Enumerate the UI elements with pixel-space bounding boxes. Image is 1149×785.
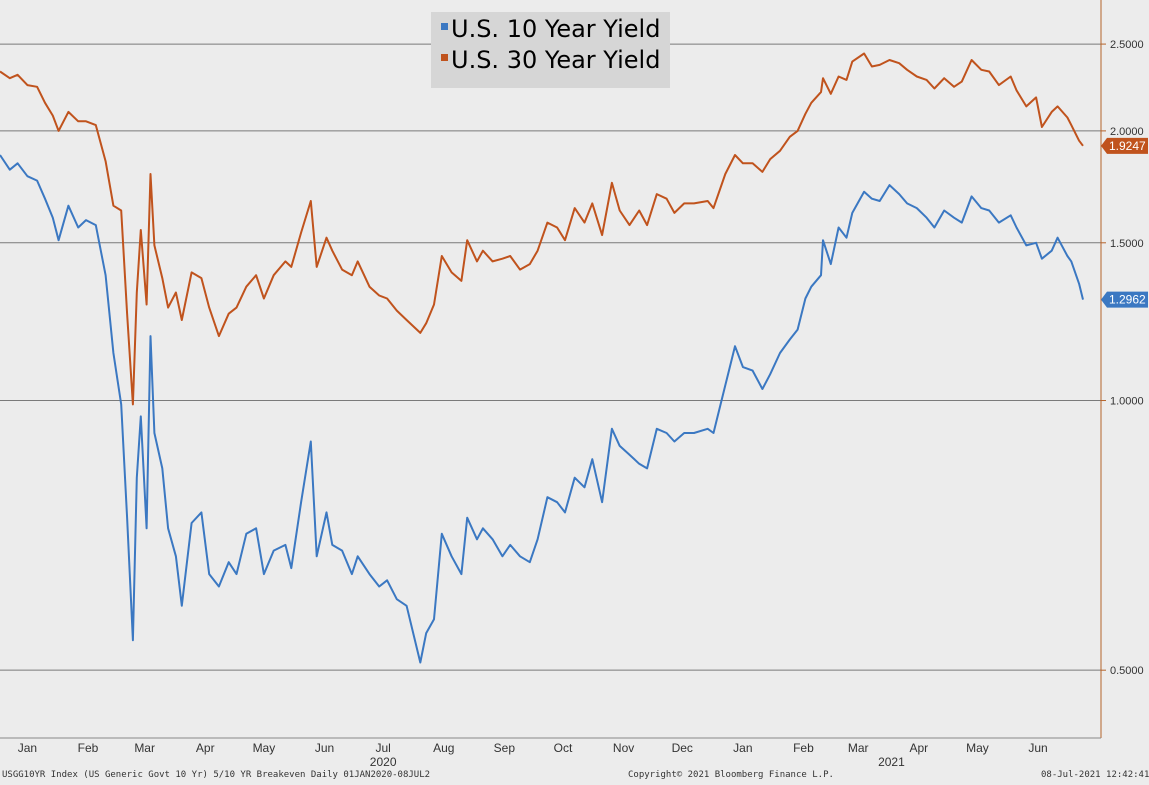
last-value-box [1101, 291, 1148, 308]
last-value-tag-30y: 1.9247 [1101, 137, 1148, 154]
footer-source: USGG10YR Index (US Generic Govt 10 Yr) 5… [2, 770, 431, 780]
y-tick-label: 0.5000 [1110, 665, 1144, 677]
y-tick-label: 2.0000 [1110, 126, 1144, 138]
x-tick-label: Mar [134, 741, 155, 755]
footer-copyright: Copyright© 2021 Bloomberg Finance L.P. [628, 770, 834, 780]
x-tick-label: Jan [18, 741, 37, 755]
last-value-text: 1.9247 [1109, 139, 1146, 153]
x-tick-label: Feb [78, 741, 99, 755]
x-tick-label: May [253, 741, 276, 755]
x-axis-ticks: Jan Feb Mar Apr May Jun Jul Aug Sep Oct Nov Dec Jan F… [18, 741, 1048, 769]
x-tick-label: Dec [672, 741, 693, 755]
x-tick-label: May [966, 741, 989, 755]
x-tick-label: Jun [1028, 741, 1047, 755]
x-tick-label: Apr [909, 741, 928, 755]
legend-label-30y: U.S. 30 Year Yield [451, 46, 661, 74]
x-tick-label: Oct [554, 741, 573, 755]
x-tick-label: Sep [494, 741, 516, 755]
x-tick-label: Feb [793, 741, 814, 755]
y-tick-label: 2.5000 [1110, 39, 1144, 51]
legend-item-10y: U.S. 10 Year Yield [441, 14, 670, 45]
legend-item-30y: U.S. 30 Year Yield [441, 45, 670, 76]
last-value-box [1101, 137, 1148, 154]
series-line-10y [0, 154, 1084, 664]
last-value-labels: 1.2962 1.9247 [1101, 137, 1148, 308]
last-value-tag-10y: 1.2962 [1101, 291, 1148, 308]
series-layer [0, 52, 1084, 664]
x-tick-label: Apr [196, 741, 215, 755]
y-tick-label: 1.0000 [1110, 396, 1144, 408]
x-year-label: 2021 [878, 755, 905, 769]
y-axis-ticks: 0.5000 1.0000 1.5000 2.0000 2.5000 [1101, 39, 1144, 677]
last-value-text: 1.2962 [1109, 293, 1146, 307]
legend-label-10y: U.S. 10 Year Yield [451, 15, 661, 43]
grid-lines [0, 43, 1101, 671]
x-tick-label: Jun [315, 741, 334, 755]
legend-swatch-30y [441, 53, 448, 61]
series-line-30y [0, 52, 1084, 406]
footer-timestamp: 08-Jul-2021 12:42:41 [1041, 770, 1149, 780]
x-tick-label: Nov [613, 741, 634, 755]
x-tick-label: Aug [433, 741, 454, 755]
x-tick-label: Jan [733, 741, 752, 755]
y-tick-label: 1.5000 [1110, 238, 1144, 250]
x-year-label: 2020 [370, 755, 397, 769]
legend: U.S. 10 Year Yield U.S. 30 Year Yield [431, 12, 670, 88]
x-tick-label: Jul [375, 741, 390, 755]
x-tick-label: Mar [848, 741, 869, 755]
legend-swatch-10y [441, 22, 448, 30]
